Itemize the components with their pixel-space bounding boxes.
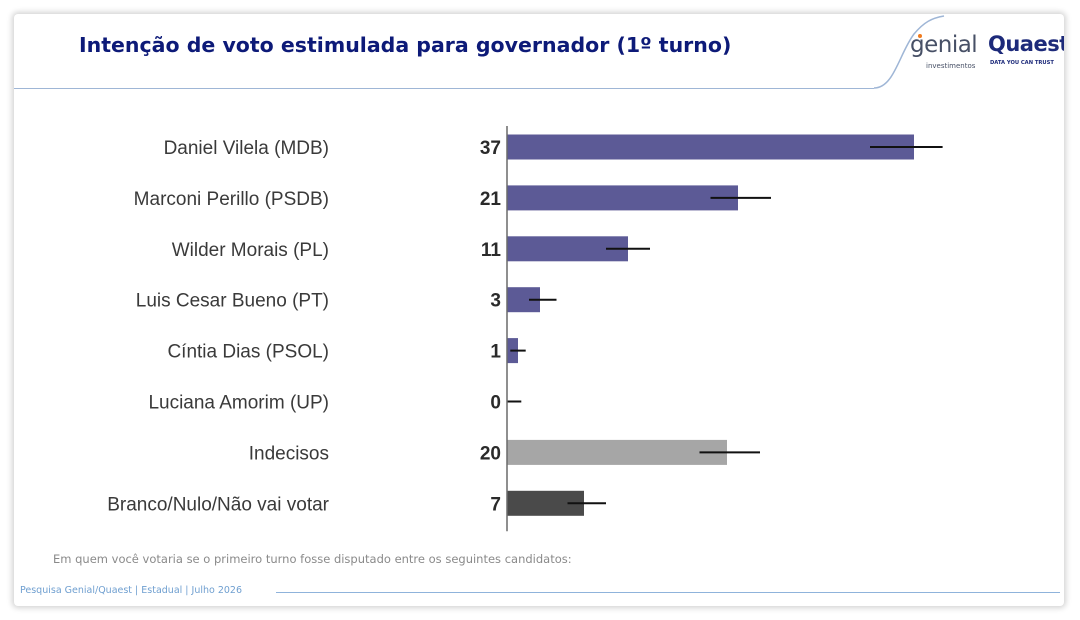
genial-logo: genial investimentos bbox=[910, 32, 978, 70]
bar bbox=[507, 185, 738, 211]
header-divider bbox=[14, 88, 874, 89]
category-label: Cíntia Dias (PSOL) bbox=[167, 342, 329, 363]
genial-logo-dot bbox=[918, 34, 922, 38]
value-label: 37 bbox=[480, 138, 501, 159]
header-swoosh bbox=[873, 15, 945, 89]
question-note: Em quem você votaria se o primeiro turno… bbox=[53, 552, 572, 566]
footer-divider bbox=[276, 592, 1060, 593]
category-label: Wilder Morais (PL) bbox=[172, 240, 329, 261]
category-label: Indecisos bbox=[249, 443, 329, 464]
footer-source: Pesquisa Genial/Quaest | Estadual | Julh… bbox=[20, 585, 243, 596]
value-label: 7 bbox=[490, 494, 501, 515]
category-label: Luis Cesar Bueno (PT) bbox=[136, 291, 329, 312]
category-label: Luciana Amorim (UP) bbox=[148, 393, 329, 414]
value-label: 3 bbox=[490, 291, 501, 312]
category-label: Daniel Vilela (MDB) bbox=[164, 138, 329, 159]
bar bbox=[507, 134, 914, 160]
value-label: 1 bbox=[490, 342, 501, 363]
slide: Intenção de voto estimulada para governa… bbox=[14, 14, 1064, 606]
bar bbox=[507, 439, 727, 465]
value-label: 20 bbox=[480, 443, 501, 464]
category-label: Marconi Perillo (PSDB) bbox=[134, 189, 329, 210]
quaest-logo: Quaest DATA YOU CAN TRUST bbox=[988, 32, 1064, 66]
value-label: 0 bbox=[490, 393, 501, 414]
chart-title: Intenção de voto estimulada para governa… bbox=[79, 33, 732, 57]
category-label: Branco/Nulo/Não vai votar bbox=[107, 494, 329, 515]
value-label: 11 bbox=[481, 240, 502, 261]
value-label: 21 bbox=[480, 189, 502, 210]
